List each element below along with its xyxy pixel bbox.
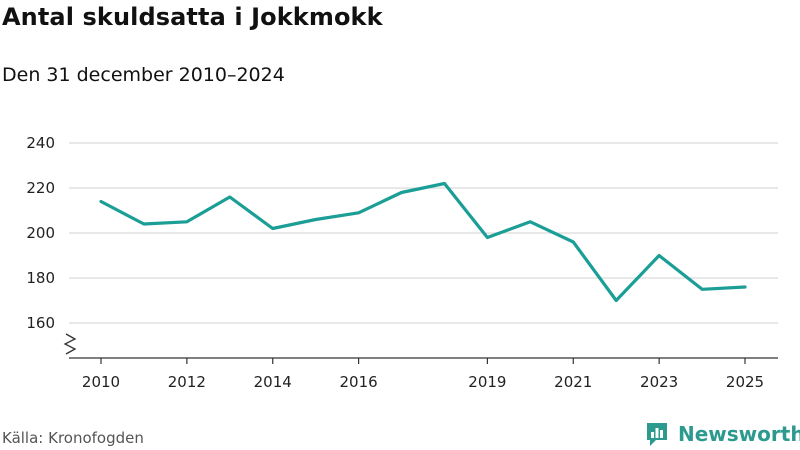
- x-tick-label: 2025: [726, 373, 764, 391]
- x-tick-label: 2016: [340, 373, 378, 391]
- data-point-2010: [98, 199, 104, 205]
- data-point-2021: [570, 239, 576, 245]
- y-tick-label: 240: [26, 134, 55, 152]
- data-point-2020: [527, 219, 533, 225]
- grid-lines: [69, 142, 778, 324]
- x-tick-label: 2023: [640, 373, 678, 391]
- x-tick-label: 2010: [82, 373, 120, 391]
- axis-break-icon: [63, 333, 77, 355]
- x-tick-label: 2014: [254, 373, 292, 391]
- data-point-2013: [227, 194, 233, 200]
- brand-name: Newsworthy: [678, 422, 800, 446]
- chart-subtitle: Den 31 december 2010–2024: [2, 64, 285, 86]
- bar-chart-speech-icon: [647, 423, 667, 446]
- data-point-2017: [399, 190, 405, 196]
- x-axis: [63, 333, 778, 359]
- data-point-2016: [356, 210, 362, 216]
- data-point-2015: [313, 217, 319, 223]
- chart-title: Antal skuldsatta i Jokkmokk: [2, 3, 383, 31]
- data-point-2025: [742, 284, 748, 290]
- source-note: Källa: Kronofogden: [2, 429, 144, 447]
- data-point-2012: [184, 219, 190, 225]
- data-point-2022: [613, 298, 619, 304]
- data-point-2024: [699, 286, 705, 292]
- x-tick-label: 2021: [554, 373, 592, 391]
- y-tick-label: 160: [26, 314, 55, 332]
- data-point-2023: [656, 253, 662, 259]
- brand-logo: Newsworthy: [645, 420, 800, 448]
- data-point-2018: [441, 181, 447, 187]
- data-point-2019: [484, 235, 490, 241]
- x-tick-label: 2019: [468, 373, 506, 391]
- axis-break-mask: [63, 334, 77, 356]
- x-tick-label: 2012: [168, 373, 206, 391]
- data-point-2014: [270, 226, 276, 232]
- data-point-2011: [141, 221, 147, 227]
- y-tick-label: 200: [26, 224, 55, 242]
- series: [98, 181, 748, 304]
- y-tick-label: 220: [26, 179, 55, 197]
- y-axis-ticks: 160 180 200 220 240: [26, 134, 55, 332]
- x-axis-ticks: 2010 2012 2014 2016 2019 2021 2023 2025: [82, 358, 764, 391]
- series-line: [99, 181, 747, 303]
- y-tick-label: 180: [26, 269, 55, 287]
